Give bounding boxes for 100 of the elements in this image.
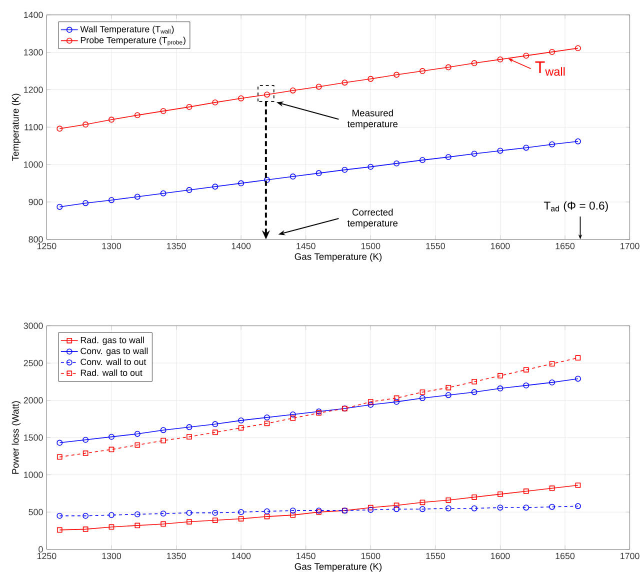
point	[290, 512, 296, 518]
x-axis-title: Gas Temperature (K)	[294, 252, 382, 262]
point	[368, 504, 374, 510]
x-tick-label: 1300	[102, 552, 122, 560]
point	[497, 385, 504, 392]
legend-label: Conv. wall to out	[80, 358, 146, 366]
point	[549, 361, 555, 366]
point	[238, 180, 244, 186]
point	[212, 430, 218, 436]
point	[368, 76, 374, 82]
point	[134, 112, 140, 118]
point	[212, 518, 218, 523]
point	[420, 500, 426, 506]
x-tick-label: 1500	[361, 552, 380, 560]
point	[445, 392, 452, 398]
point	[394, 72, 400, 78]
point	[394, 160, 400, 166]
point	[471, 150, 478, 157]
y-tick-label: 900	[28, 198, 43, 206]
point	[342, 80, 348, 86]
x-tick-label: 1600	[490, 552, 510, 560]
point	[160, 108, 166, 114]
point	[134, 442, 140, 448]
point	[498, 373, 503, 378]
x-tick-label: 1500	[361, 242, 380, 250]
x-tick-label: 1350	[167, 242, 186, 250]
point	[134, 430, 140, 437]
legend-label: Rad. gas to wall	[80, 336, 144, 345]
point	[549, 379, 556, 386]
x-tick-label: 1700	[620, 242, 640, 250]
y-tick-label: 1400	[24, 12, 43, 18]
point	[368, 164, 374, 170]
point	[394, 395, 400, 401]
point	[238, 516, 244, 522]
x-tick-label: 1300	[102, 242, 122, 250]
x-tick-label: 1650	[556, 242, 575, 250]
x-tick-label: 1400	[232, 552, 251, 560]
y-tick-label: 3000	[24, 322, 43, 329]
point	[368, 402, 374, 408]
y-tick-label: 800	[28, 236, 43, 243]
point	[523, 367, 529, 372]
point	[497, 56, 504, 62]
point	[419, 506, 426, 512]
point	[446, 384, 452, 390]
y-tick-label: 1500	[24, 434, 43, 441]
y-tick-label: 2500	[24, 360, 43, 366]
x-axis-title: Gas Temperature (K)	[294, 562, 382, 572]
point	[108, 446, 114, 452]
point	[82, 436, 89, 443]
point	[446, 497, 452, 503]
point	[186, 104, 192, 110]
x-tick-label: 1350	[167, 552, 186, 560]
point	[186, 510, 192, 516]
point	[316, 84, 322, 90]
point	[264, 420, 270, 426]
point	[420, 389, 426, 395]
point	[264, 92, 270, 98]
point	[212, 421, 218, 428]
point	[108, 116, 114, 123]
x-tick-label: 1550	[426, 552, 445, 560]
point	[574, 503, 581, 510]
point	[523, 504, 530, 511]
x-tick-label: 1650	[556, 552, 575, 560]
point	[56, 454, 62, 460]
point	[342, 166, 348, 173]
point	[290, 87, 296, 94]
point	[445, 154, 452, 160]
y-tick-label: 2000	[24, 397, 43, 404]
annotation: T$_{wall}$	[535, 61, 565, 76]
point	[523, 144, 530, 151]
point	[264, 508, 270, 514]
y-tick-label: 0	[38, 546, 43, 552]
point	[108, 434, 114, 440]
point	[186, 186, 192, 193]
point	[549, 486, 555, 491]
point	[394, 398, 400, 405]
point	[472, 378, 477, 384]
point	[82, 526, 88, 532]
point	[160, 510, 166, 517]
point	[186, 434, 192, 440]
point	[160, 427, 166, 434]
point	[471, 60, 478, 66]
point	[575, 482, 581, 488]
point	[264, 514, 270, 520]
point	[134, 194, 140, 200]
y-tick-label: 1000	[24, 161, 43, 168]
annotation: T$_{ad}$ (Φ = 0.6)	[544, 201, 608, 212]
x-tick-label: 1450	[296, 552, 316, 560]
point	[186, 519, 192, 524]
point	[471, 389, 478, 396]
y-axis-title: Temperature (K)	[12, 94, 21, 161]
legend-label: Conv. gas to wall	[80, 348, 148, 356]
y-axis-title: Power loss (Watt)	[12, 401, 21, 474]
point	[394, 502, 400, 508]
point	[549, 504, 556, 510]
point	[497, 148, 504, 154]
annotation: Measured temperature	[347, 109, 398, 130]
point	[368, 506, 374, 513]
point	[134, 522, 140, 528]
point	[108, 524, 114, 530]
